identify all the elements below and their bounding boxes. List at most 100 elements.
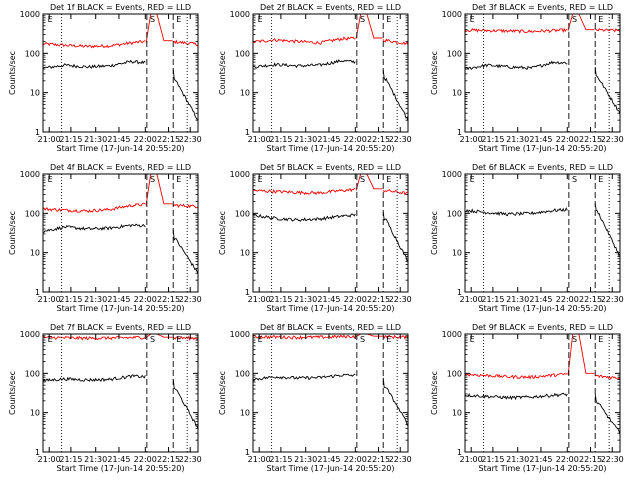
y-tick-label: 1 <box>457 448 462 457</box>
events-series-line <box>42 59 199 120</box>
plot-frame <box>42 173 199 293</box>
x-tick-label: 22:30 <box>179 295 202 304</box>
y-tick-label: 100 <box>25 369 40 378</box>
segment-marker-label: S <box>150 175 155 184</box>
x-axis-label: Start Time (17-Jun-14 20:55:20) <box>267 304 395 313</box>
y-tick-label: 1000 <box>230 170 250 179</box>
y-tick-label: 1000 <box>230 330 250 339</box>
x-tick-label: 22:00 <box>134 455 157 464</box>
x-tick-label: 22:15 <box>579 135 602 144</box>
lld-spike-line <box>567 333 595 376</box>
y-tick-label: 1 <box>35 448 40 457</box>
panel-title: Det 9f BLACK = Events, RED = LLD <box>472 323 613 332</box>
x-tick-label: 21:30 <box>506 135 529 144</box>
segment-marker-label: S <box>150 15 155 24</box>
x-tick-label: 22:15 <box>579 455 602 464</box>
x-tick-label: 22:00 <box>134 135 157 144</box>
x-tick-label: 22:00 <box>344 455 367 464</box>
segment-marker-label: E <box>48 335 53 344</box>
segment-marker-label: S <box>360 335 365 344</box>
x-axis-label: Start Time (17-Jun-14 20:55:20) <box>479 464 607 473</box>
plot-frame <box>464 173 621 293</box>
x-tick-label: 21:30 <box>294 135 317 144</box>
panel-title: Det 7f BLACK = Events, RED = LLD <box>50 323 191 332</box>
x-tick-label: 22:30 <box>389 295 412 304</box>
x-tick-label: 21:30 <box>294 295 317 304</box>
y-tick-label: 1000 <box>442 170 462 179</box>
x-axis-label: Start Time (17-Jun-14 20:55:20) <box>267 144 395 153</box>
lld-series-line <box>464 372 621 381</box>
x-tick-label: 22:30 <box>179 135 202 144</box>
y-tick-label: 10 <box>240 89 250 98</box>
y-tick-label: 1 <box>245 448 250 457</box>
x-tick-label: 21:15 <box>269 455 292 464</box>
x-tick-label: 21:00 <box>38 455 61 464</box>
x-tick-label: 21:00 <box>248 295 271 304</box>
segment-marker-label: E <box>176 175 181 184</box>
plot-frame <box>42 13 199 133</box>
x-tick-label: 21:45 <box>107 135 130 144</box>
y-tick-label: 1 <box>245 128 250 137</box>
x-tick-label: 21:45 <box>529 295 552 304</box>
segment-marker-label: S <box>360 15 365 24</box>
x-tick-label: 21:45 <box>317 135 340 144</box>
y-tick-label: 10 <box>452 249 462 258</box>
segment-marker-label: E <box>386 335 391 344</box>
y-axis-label: Counts/sec <box>430 371 439 415</box>
x-tick-label: 22:15 <box>367 455 390 464</box>
x-tick-label: 22:30 <box>179 455 202 464</box>
x-tick-label: 21:45 <box>529 135 552 144</box>
lld-series-line <box>42 202 199 213</box>
lld-series-line <box>42 39 199 49</box>
y-tick-label: 1 <box>457 128 462 137</box>
y-axis-label: Counts/sec <box>430 51 439 95</box>
segment-marker-label: S <box>150 335 155 344</box>
x-tick-label: 21:15 <box>481 295 504 304</box>
segment-marker-label: S <box>360 175 365 184</box>
y-tick-label: 100 <box>447 369 462 378</box>
y-tick-label: 1000 <box>20 170 40 179</box>
y-tick-label: 10 <box>452 409 462 418</box>
x-tick-label: 21:15 <box>59 295 82 304</box>
y-tick-label: 10 <box>30 89 40 98</box>
panel-det-3: Det 3f BLACK = Events, RED = LLD E S E 1 10 10… <box>430 3 624 153</box>
plot-frame <box>42 333 199 453</box>
lld-series-line <box>252 187 409 196</box>
y-tick-label: 1000 <box>20 330 40 339</box>
y-tick-label: 100 <box>235 369 250 378</box>
x-tick-label: 21:45 <box>107 295 130 304</box>
segment-marker-label: S <box>572 15 577 24</box>
segment-marker-label: E <box>176 15 181 24</box>
x-tick-label: 22:15 <box>157 295 180 304</box>
panel-det-8: Det 8f BLACK = Events, RED = LLD E S E 1 10 10… <box>218 323 412 473</box>
panel-det-1: Det 1f BLACK = Events, RED = LLD E S E 1 10 10… <box>8 3 202 153</box>
events-series-line <box>43 223 199 275</box>
y-tick-label: 1000 <box>442 10 462 19</box>
y-axis-label: Counts/sec <box>218 51 227 95</box>
segment-marker-label: E <box>598 335 603 344</box>
x-tick-label: 21:30 <box>84 295 107 304</box>
segment-marker-label: E <box>48 15 53 24</box>
plot-frame <box>464 13 621 133</box>
x-tick-label: 22:15 <box>579 295 602 304</box>
y-tick-label: 100 <box>25 49 40 58</box>
lld-series-line <box>252 36 409 46</box>
plot-frame <box>252 333 409 453</box>
segment-marker-label: E <box>386 175 391 184</box>
x-tick-label: 21:15 <box>59 455 82 464</box>
y-tick-label: 10 <box>30 249 40 258</box>
x-axis-label: Start Time (17-Jun-14 20:55:20) <box>57 304 185 313</box>
events-series-line <box>252 211 409 262</box>
y-tick-label: 1 <box>245 288 250 297</box>
x-axis-label: Start Time (17-Jun-14 20:55:20) <box>57 144 185 153</box>
panel-title: Det 4f BLACK = Events, RED = LLD <box>50 163 191 172</box>
x-tick-label: 21:00 <box>38 135 61 144</box>
lld-series-line <box>464 27 621 34</box>
panel-title: Det 8f BLACK = Events, RED = LLD <box>260 323 401 332</box>
y-tick-label: 1000 <box>230 10 250 19</box>
x-tick-label: 21:15 <box>481 135 504 144</box>
panel-det-2: Det 2f BLACK = Events, RED = LLD E S E 1 10 10… <box>218 3 412 153</box>
segment-marker-label: E <box>258 15 263 24</box>
plot-frame <box>252 13 409 133</box>
x-tick-label: 22:15 <box>367 295 390 304</box>
